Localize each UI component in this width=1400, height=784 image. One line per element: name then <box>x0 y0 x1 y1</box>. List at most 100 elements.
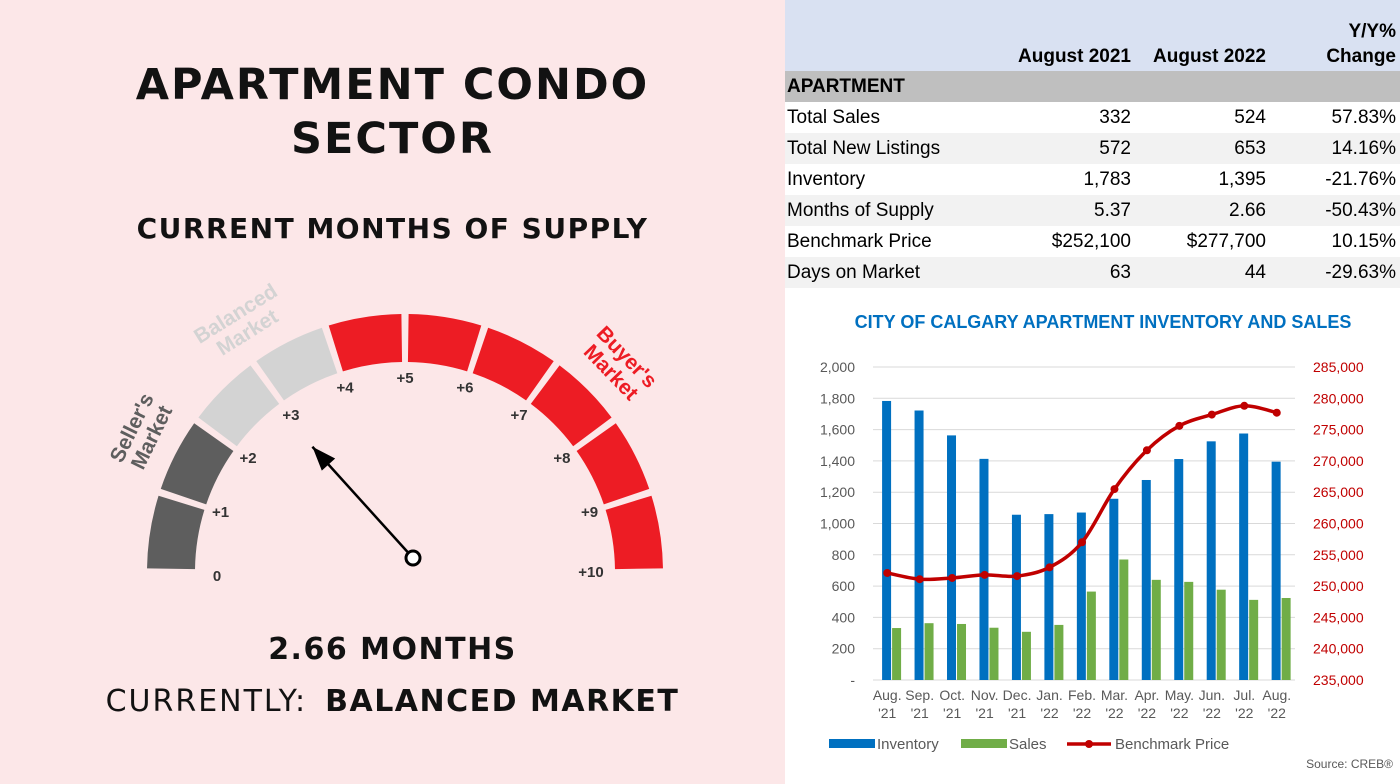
value-aug-2021: 63 <box>1000 257 1135 288</box>
point-benchmark-price <box>1142 446 1151 455</box>
gauge-tick-label: +10 <box>578 564 603 581</box>
x-tick-month: Mar. <box>1101 687 1128 703</box>
gauge-needle-pivot <box>404 549 422 567</box>
gauge-segment <box>605 495 663 570</box>
gauge-segment <box>472 327 554 401</box>
bar-inventory <box>1044 514 1054 680</box>
y-right-tick-label: 240,000 <box>1313 641 1364 657</box>
value-aug-2022: 1,395 <box>1135 164 1270 195</box>
x-tick-month: May. <box>1165 687 1194 703</box>
x-tick-year: '21 <box>911 705 929 721</box>
value-aug-2022: 44 <box>1135 257 1270 288</box>
y-right-tick-label: 260,000 <box>1313 516 1364 532</box>
x-tick-year: '22 <box>1203 705 1221 721</box>
bar-sales <box>1086 591 1096 680</box>
header-aug-2022: August 2022 <box>1135 0 1270 71</box>
bar-inventory <box>1109 498 1119 680</box>
x-tick-month: Aug. <box>873 687 902 703</box>
x-tick-year: '22 <box>1268 705 1286 721</box>
x-tick-label: Jul. '22 <box>1233 687 1255 721</box>
x-tick-label: Apr. '22 <box>1134 687 1159 721</box>
gauge-segment <box>198 365 280 447</box>
y-right-tick-label: 285,000 <box>1313 359 1364 375</box>
x-tick-month: Nov. <box>971 687 999 703</box>
gauge-tick-label: +6 <box>456 379 473 396</box>
bar-sales <box>1184 581 1194 680</box>
value-aug-2022: $277,700 <box>1135 226 1270 257</box>
value-yy-change: 57.83% <box>1270 102 1400 133</box>
y-right-tick-label: 280,000 <box>1313 390 1364 406</box>
x-tick-month: Apr. <box>1134 687 1159 703</box>
bar-sales <box>1021 631 1031 680</box>
x-tick-year: '22 <box>1235 705 1253 721</box>
title-line-2: SECTOR <box>291 114 494 164</box>
table-section-row: APARTMENT <box>785 71 1400 102</box>
point-benchmark-price <box>948 573 957 582</box>
row-label: Inventory <box>785 164 1000 195</box>
gauge-tick-label: +7 <box>510 407 527 424</box>
y-right-tick-label: 245,000 <box>1313 609 1364 625</box>
x-tick-label: Nov. '21 <box>971 687 999 721</box>
title-line-1: APARTMENT CONDO <box>135 60 650 110</box>
market-status: CURRENTLY: BALANCED MARKET <box>0 684 785 719</box>
value-aug-2021: $252,100 <box>1000 226 1135 257</box>
y-right-tick-label: 270,000 <box>1313 453 1364 469</box>
gauge-segment <box>576 423 650 505</box>
value-aug-2022: 2.66 <box>1135 195 1270 226</box>
point-benchmark-price <box>1272 408 1281 417</box>
row-label: Months of Supply <box>785 195 1000 226</box>
value-yy-change: 10.15% <box>1270 226 1400 257</box>
value-aug-2022: 524 <box>1135 102 1270 133</box>
page-title: APARTMENT CONDO SECTOR <box>0 58 785 166</box>
value-aug-2022: 653 <box>1135 133 1270 164</box>
bar-sales <box>1281 597 1291 680</box>
gauge-needle <box>311 445 414 559</box>
table-row: Days on Market 63 44 -29.63% <box>785 257 1400 288</box>
point-benchmark-price <box>1175 421 1184 430</box>
legend-swatch-benchmark-point <box>1085 740 1093 748</box>
x-tick-month: Feb. <box>1068 687 1096 703</box>
gauge-tick-label: +5 <box>396 370 413 387</box>
legend-label-benchmark: Benchmark Price <box>1115 736 1229 753</box>
y-left-tick-label: 2,000 <box>820 359 855 375</box>
currently-value: BALANCED MARKET <box>325 684 680 719</box>
value-aug-2021: 572 <box>1000 133 1135 164</box>
bar-inventory <box>947 435 957 680</box>
y-right-tick-label: 235,000 <box>1313 672 1364 688</box>
y-left-tick-label: 1,400 <box>820 453 855 469</box>
x-tick-year: '21 <box>1008 705 1026 721</box>
point-benchmark-price <box>1045 563 1054 572</box>
x-tick-label: Jan. '22 <box>1036 687 1062 721</box>
bar-inventory <box>1076 512 1086 680</box>
bar-inventory <box>1239 433 1249 680</box>
y-left-tick-label: 1,000 <box>820 516 855 532</box>
gauge-tick-label: +1 <box>212 504 229 521</box>
section-label: APARTMENT <box>785 71 1400 102</box>
point-benchmark-price <box>1110 485 1119 494</box>
y-left-tick-label: 800 <box>832 547 856 563</box>
row-label: Days on Market <box>785 257 1000 288</box>
table-row: Months of Supply 5.37 2.66 -50.43% <box>785 195 1400 226</box>
x-tick-month: Sep. <box>905 687 934 703</box>
inventory-sales-chart: CITY OF CALGARY APARTMENT INVENTORY AND … <box>820 312 1393 771</box>
gauge-needle-arrowhead <box>312 446 336 471</box>
value-aug-2021: 332 <box>1000 102 1135 133</box>
supply-gauge: 0+1+2+3+4+5+6+7+8+9+10Seller'sMarketBala… <box>106 280 663 585</box>
x-tick-year: '21 <box>943 705 961 721</box>
value-yy-change: -21.76% <box>1270 164 1400 195</box>
point-benchmark-price <box>1240 401 1249 410</box>
bar-inventory <box>1271 461 1281 680</box>
header-yy-line2: Change <box>1326 46 1396 67</box>
bar-inventory <box>979 458 989 680</box>
currently-label: CURRENTLY: <box>105 684 308 719</box>
bar-inventory <box>882 400 892 680</box>
x-tick-year: '21 <box>878 705 896 721</box>
gauge-segment <box>160 423 234 505</box>
supply-panel: APARTMENT CONDO SECTOR CURRENT MONTHS OF… <box>0 0 785 784</box>
value-yy-change: 14.16% <box>1270 133 1400 164</box>
header-blank <box>785 0 1000 71</box>
gauge-segment <box>530 365 612 447</box>
y-left-tick-label: - <box>850 672 855 688</box>
point-benchmark-price <box>883 568 892 577</box>
x-tick-month: Jan. <box>1036 687 1062 703</box>
